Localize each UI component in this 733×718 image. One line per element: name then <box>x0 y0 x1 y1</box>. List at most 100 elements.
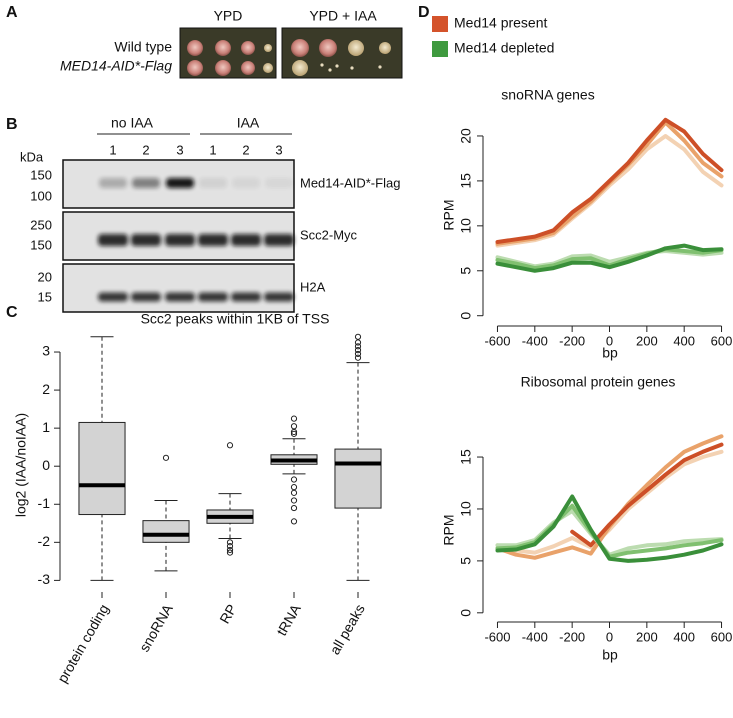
band <box>232 178 260 188</box>
x-tick-label: protein coding <box>54 601 112 685</box>
outlier <box>290 518 298 525</box>
colony <box>378 65 382 69</box>
band <box>131 292 161 302</box>
spot <box>319 39 337 57</box>
band <box>98 292 128 302</box>
band <box>199 178 227 188</box>
band <box>265 178 293 188</box>
y-tick-label: 0 <box>458 312 474 320</box>
colony <box>335 64 339 68</box>
spot <box>291 39 309 57</box>
series-line <box>495 243 724 273</box>
outlier <box>290 430 298 437</box>
band <box>131 234 161 246</box>
y-axis-label: RPM <box>441 514 457 545</box>
y-axis-label: RPM <box>441 199 457 230</box>
y-tick-label: 3 <box>42 343 50 359</box>
box <box>142 520 190 543</box>
condition-label: YPD + IAA <box>309 8 377 24</box>
outlier <box>226 549 234 556</box>
x-tick-label: 0 <box>606 629 613 644</box>
band <box>165 234 195 246</box>
lane-label: 2 <box>242 142 249 157</box>
series-line <box>495 509 724 557</box>
outlier <box>226 442 234 449</box>
blot-label: H2A <box>300 279 326 294</box>
blot-label: Med14-AID*-Flag <box>300 175 400 190</box>
series-line <box>495 449 724 555</box>
band <box>231 234 261 246</box>
chart-title: snoRNA genes <box>501 87 594 103</box>
band <box>198 234 228 246</box>
x-tick-label: -600 <box>484 333 510 348</box>
band <box>98 234 128 246</box>
series-line <box>495 494 724 563</box>
y-tick-label: 10 <box>458 501 474 517</box>
x-tick-label: all peaks <box>326 601 367 657</box>
band <box>264 234 294 246</box>
x-tick-label: -200 <box>559 629 585 644</box>
y-tick-label: -3 <box>38 571 51 587</box>
band <box>99 178 127 188</box>
strain-label: Wild type <box>114 39 172 55</box>
spot <box>215 40 231 56</box>
x-tick-label: 600 <box>711 333 733 348</box>
outlier <box>290 504 298 512</box>
x-tick-label: 400 <box>673 333 695 348</box>
colony <box>350 66 354 70</box>
y-tick-label: 10 <box>458 218 474 234</box>
outlier <box>290 423 298 430</box>
chart-title: Ribosomal protein genes <box>521 374 676 390</box>
outlier <box>290 428 298 436</box>
y-tick-label: 15 <box>458 449 474 465</box>
outlier <box>354 333 362 340</box>
panel-letter: B <box>6 116 18 133</box>
outlier <box>354 354 362 361</box>
series-line <box>495 117 724 244</box>
legend-swatch <box>432 16 448 32</box>
x-axis-label: bp <box>602 345 618 361</box>
lane-label: 3 <box>275 142 282 157</box>
unit-label: kDa <box>20 149 44 164</box>
y-axis-label: log2 (IAA/noIAA) <box>13 413 29 517</box>
strain-label: MED14-AID*-Flag <box>60 58 172 74</box>
y-tick-label: 0 <box>42 457 50 473</box>
legend-label: Med14 depleted <box>454 40 554 56</box>
outlier <box>354 347 362 354</box>
marker-label: 20 <box>38 269 52 284</box>
lane-label: 1 <box>209 142 216 157</box>
lane-label: 1 <box>109 142 116 157</box>
x-tick-label: 600 <box>711 629 733 644</box>
y-tick-label: 1 <box>42 419 50 435</box>
outlier <box>290 489 298 496</box>
marker-label: 100 <box>30 188 52 203</box>
band <box>198 292 228 302</box>
outlier <box>290 497 298 504</box>
outlier <box>354 350 362 358</box>
y-tick-label: 20 <box>458 128 474 144</box>
colony <box>320 63 324 67</box>
condition-label: YPD <box>214 8 243 24</box>
colony <box>328 68 332 72</box>
band <box>166 178 194 188</box>
y-tick-label: 15 <box>458 173 474 189</box>
blot-label: Scc2-Myc <box>300 227 358 242</box>
outlier <box>162 454 170 461</box>
x-tick-label: 0 <box>606 333 613 348</box>
outlier <box>226 543 234 550</box>
spots <box>187 39 391 76</box>
marker-label: 15 <box>38 289 52 304</box>
outlier <box>290 476 298 483</box>
band <box>231 292 261 302</box>
y-tick-label: 0 <box>458 609 474 617</box>
legend-label: Med14 present <box>454 15 548 31</box>
outlier <box>226 546 234 554</box>
panel-letter: C <box>6 304 18 321</box>
outlier <box>354 343 362 350</box>
x-tick-label: 200 <box>636 333 658 348</box>
spot <box>187 40 203 56</box>
spot <box>263 63 273 73</box>
band <box>165 292 195 302</box>
chart-title: Scc2 peaks within 1KB of TSS <box>141 311 330 327</box>
